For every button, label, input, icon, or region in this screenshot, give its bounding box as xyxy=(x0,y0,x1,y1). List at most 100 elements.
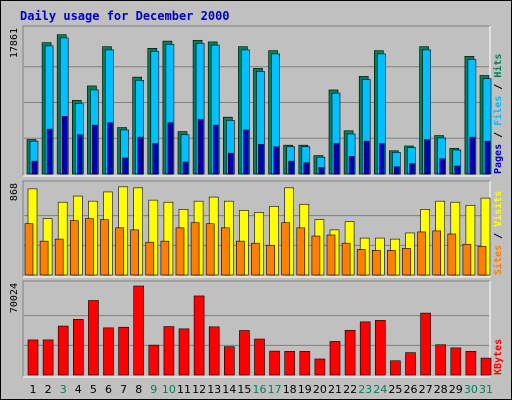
pages-bar: Pages 17: 3400 xyxy=(273,146,279,175)
x-tick-label: 22 xyxy=(343,383,357,396)
sites-bar: Sites 23: 250 xyxy=(356,249,366,276)
sites-bar: Sites 9: 320 xyxy=(145,241,155,276)
pages-bar: Pages 30: 4600 xyxy=(469,136,476,175)
sites-bar: Sites 27: 420 xyxy=(417,231,426,276)
pages-bar: Pages 23: 4100 xyxy=(363,140,370,175)
pages-bar: Pages 25: 900 xyxy=(394,166,400,175)
panel-bevel-light xyxy=(23,26,491,177)
series-legend-label: KBytes xyxy=(493,339,504,375)
x-axis-ticks: 1 2 3 4 5 6 7 8 9 10 11 12 13 14 15 16 17 18 19 20 21 22 23 24 2… xyxy=(30,383,494,396)
pages-bar: Pages 12: 6800 xyxy=(197,119,204,175)
pages-bar: Pages 29: 1000 xyxy=(454,165,461,175)
x-tick-label: 6 xyxy=(105,383,112,396)
sites-bar: Sites 19: 460 xyxy=(296,227,306,276)
pages-bar: Pages 21: 3800 xyxy=(333,143,340,175)
pages-bar: Pages 14: 2600 xyxy=(228,152,234,175)
kbytes-bar: KBytes 13: 37900 xyxy=(208,326,220,376)
kbytes-bar: KBytes 7: 37600 xyxy=(118,326,129,376)
sites-bar: Sites 18: 510 xyxy=(281,222,291,276)
pages-bar: Pages 20: 800 xyxy=(318,167,325,175)
kbytes-bar: KBytes 19: 18600 xyxy=(299,351,311,376)
pages-bar: Pages 26: 1300 xyxy=(409,163,415,175)
sites-bar: Sites 3: 350 xyxy=(54,238,64,276)
sites-bar: Sites 16: 310 xyxy=(251,242,260,276)
chart-title: Daily usage for December 2000 xyxy=(20,9,230,23)
x-tick-label: 21 xyxy=(328,383,342,396)
pages-bar: Pages 18: 1600 xyxy=(288,160,295,175)
sites-bar: Sites 22: 310 xyxy=(341,242,351,276)
sites-bar: Sites 20: 380 xyxy=(311,235,321,276)
kbytes-bar: KBytes 5: 58600 xyxy=(88,300,99,376)
sites-bar: Sites 24: 240 xyxy=(371,250,381,276)
sites-bar: Sites 11: 460 xyxy=(175,227,185,276)
x-tick-label: 11 xyxy=(177,383,191,396)
kbytes-bar: KBytes 14: 22300 xyxy=(224,346,235,376)
x-tick-label: 17 xyxy=(268,383,282,396)
x-tick-label: 19 xyxy=(298,383,312,396)
kbytes-bar: KBytes 3: 38500 xyxy=(57,325,69,376)
kbytes-bar: KBytes 16: 28300 xyxy=(254,338,265,376)
kbytes-bar: KBytes 21: 26400 xyxy=(329,341,341,376)
kbytes-bar: KBytes 10: 38100 xyxy=(163,326,175,376)
kbytes-bar: KBytes 2: 27600 xyxy=(42,339,54,376)
pages-bar: Pages 3: 7200 xyxy=(61,116,68,175)
kbytes-bar: KBytes 18: 18600 xyxy=(284,351,296,376)
kbytes-bar: KBytes 26: 17600 xyxy=(405,352,416,376)
pages-bar: Pages 7: 2000 xyxy=(122,157,128,175)
sites-bar: Sites 12: 510 xyxy=(190,222,200,276)
sites-bar: Sites 7: 460 xyxy=(115,227,124,276)
kbytes-bar: KBytes 30: 18600 xyxy=(465,351,477,376)
x-tick-label: 27 xyxy=(419,383,433,396)
kbytes-bar: KBytes 17: 18800 xyxy=(269,350,280,376)
x-tick-label: 13 xyxy=(207,383,221,396)
sites-bar: Sites 1: 500 xyxy=(24,223,34,276)
pages-bar: Pages 8: 4600 xyxy=(137,136,143,175)
kbytes-bar: KBytes 25: 11200 xyxy=(390,360,401,376)
kbytes-bar: KBytes 28: 23800 xyxy=(435,344,447,376)
x-tick-label: 24 xyxy=(373,383,387,396)
pages-bar: Pages 5: 6100 xyxy=(92,124,98,175)
kbytes-bar: KBytes 8: 70000 xyxy=(133,285,144,376)
pages-bar: Pages 24: 3800 xyxy=(378,143,385,175)
x-tick-label: 1 xyxy=(30,383,37,396)
pages-bar: Pages 15: 5500 xyxy=(243,129,249,175)
panel-bevel-dark xyxy=(22,180,490,277)
sites-bar: Sites 5: 550 xyxy=(85,218,94,276)
kbytes-bar: KBytes 6: 37100 xyxy=(103,327,114,376)
x-tick-label: 15 xyxy=(237,383,251,396)
sites-bar: Sites 14: 460 xyxy=(221,227,230,276)
sites-bar: Sites 17: 290 xyxy=(266,244,275,276)
x-tick-label: 8 xyxy=(135,383,142,396)
pages-bar: Pages 2: 5600 xyxy=(46,128,53,175)
sites-bar: Sites 10: 330 xyxy=(160,240,170,276)
x-tick-label: 10 xyxy=(162,383,176,396)
y-max-label: 868 xyxy=(9,183,20,201)
sites-bar: Sites 6: 540 xyxy=(100,219,109,276)
sites-bar: Sites 2: 330 xyxy=(39,240,49,276)
x-tick-label: 18 xyxy=(283,383,297,396)
kbytes-bar: KBytes 20: 12600 xyxy=(314,358,326,376)
x-tick-label: 9 xyxy=(150,383,157,396)
pages-bar: Pages 11: 1500 xyxy=(182,161,189,175)
panel-bevel-dark xyxy=(22,25,490,176)
x-tick-label: 31 xyxy=(479,383,493,396)
pages-bar: Pages 1: 1600 xyxy=(31,160,38,175)
kbytes-bar: KBytes 22: 35200 xyxy=(344,329,356,376)
sites-bar: Sites 30: 300 xyxy=(462,243,472,276)
sites-bar: Sites 25: 240 xyxy=(387,250,396,276)
x-tick-label: 12 xyxy=(192,383,206,396)
sites-bar: Sites 21: 390 xyxy=(326,234,336,276)
kbytes-bar: KBytes 1: 27600 xyxy=(27,339,39,376)
series-legend-label: Sites / Visits xyxy=(492,191,504,275)
pages-bar: Pages 16: 3700 xyxy=(258,144,264,175)
x-tick-label: 28 xyxy=(434,383,448,396)
x-tick-label: 29 xyxy=(449,383,463,396)
pages-bar: Pages 9: 3800 xyxy=(152,143,159,175)
x-tick-label: 4 xyxy=(75,383,82,396)
x-tick-label: 5 xyxy=(90,383,97,396)
sites-bar: Sites 28: 430 xyxy=(432,230,442,276)
sites-bar: Sites 15: 330 xyxy=(236,240,245,276)
x-tick-label: 14 xyxy=(222,383,236,396)
kbytes-bar: KBytes 29: 21300 xyxy=(450,347,462,376)
